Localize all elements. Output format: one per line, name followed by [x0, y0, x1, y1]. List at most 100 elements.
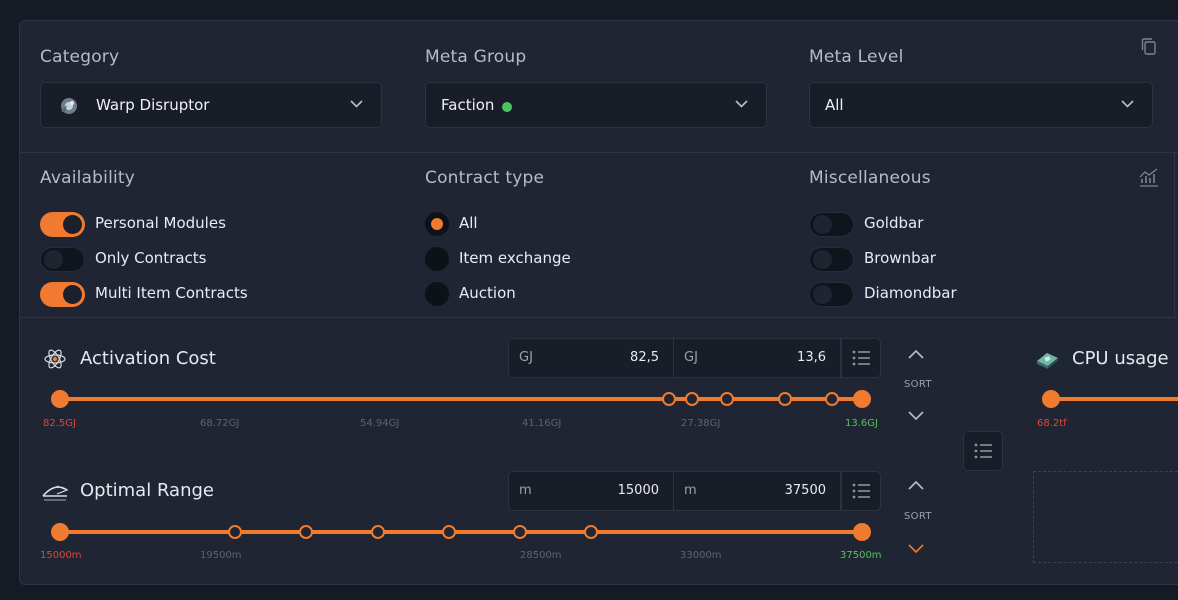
category-select[interactable]: Warp Disruptor: [40, 82, 382, 128]
max-value: 37500: [784, 483, 826, 498]
contract-item-exchange-radio[interactable]: [425, 247, 449, 271]
chart-icon[interactable]: [1138, 168, 1160, 188]
brownbar-label: Brownbar: [864, 249, 936, 267]
slider-marker: [778, 392, 792, 406]
only-contracts-label: Only Contracts: [95, 249, 207, 267]
tick-label: 13.6GJ: [845, 418, 878, 429]
personal-modules-toggle[interactable]: [40, 212, 85, 237]
meta-group-value: Faction: [441, 96, 495, 114]
activation-cost-title: Activation Cost: [80, 348, 216, 369]
sort-label: SORT: [904, 511, 932, 522]
cpu-usage-title: CPU usage: [1072, 348, 1169, 369]
multi-item-contracts-toggle[interactable]: [40, 282, 85, 307]
optimal-range-icon: [41, 480, 69, 502]
slider-marker: [720, 392, 734, 406]
slider-marker: [513, 525, 527, 539]
contract-auction-label: Auction: [459, 284, 516, 302]
status-dot-icon: [502, 102, 512, 112]
multi-item-contracts-label: Multi Item Contracts: [95, 284, 248, 302]
optimal-range-min-handle[interactable]: [51, 523, 69, 541]
tick-label: 19500m: [200, 550, 242, 561]
goldbar-toggle[interactable]: [809, 212, 854, 237]
slider-marker: [662, 392, 676, 406]
column-divider: [1174, 152, 1175, 317]
only-contracts-toggle[interactable]: [40, 247, 85, 272]
slider-marker: [299, 525, 313, 539]
unit-label: GJ: [684, 350, 698, 365]
activation-cost-min-input[interactable]: GJ 82,5: [508, 338, 674, 378]
tick-label: 27.38GJ: [681, 418, 721, 429]
slider-marker: [442, 525, 456, 539]
contract-auction-radio[interactable]: [425, 282, 449, 306]
copy-icon[interactable]: [1139, 37, 1159, 57]
contract-item-exchange-label: Item exchange: [459, 249, 571, 267]
diamondbar-label: Diamondbar: [864, 284, 957, 302]
tick-label: 37500m: [840, 550, 882, 561]
meta-level-value: All: [825, 96, 844, 114]
sort-down-icon[interactable]: [907, 410, 925, 422]
max-value: 13,6: [797, 350, 826, 365]
sort-down-icon[interactable]: [907, 543, 925, 555]
sort-up-icon[interactable]: [907, 479, 925, 491]
divider: [20, 317, 1178, 318]
list-button[interactable]: [963, 431, 1003, 471]
tick-label: 68.2tf: [1037, 418, 1067, 429]
unit-label: m: [684, 483, 697, 498]
min-value: 82,5: [630, 350, 659, 365]
tick-label: 28500m: [520, 550, 562, 561]
activation-cost-track: [60, 397, 862, 401]
tick-label: 15000m: [40, 550, 82, 561]
optimal-range-title: Optimal Range: [80, 480, 214, 501]
miscellaneous-label: Miscellaneous: [809, 168, 931, 188]
warp-disruptor-icon: [58, 95, 80, 117]
optimal-range-min-input[interactable]: m 15000: [508, 471, 674, 511]
cpu-usage-min-handle[interactable]: [1042, 390, 1060, 408]
divider: [20, 152, 1178, 153]
activation-cost-max-input[interactable]: GJ 13,6: [673, 338, 841, 378]
meta-group-label: Meta Group: [425, 47, 527, 67]
chevron-down-icon: [1121, 100, 1134, 108]
category-value: Warp Disruptor: [96, 96, 210, 114]
personal-modules-label: Personal Modules: [95, 214, 226, 232]
sort-up-icon[interactable]: [907, 348, 925, 360]
cpu-icon: [1034, 345, 1060, 371]
chevron-down-icon: [350, 100, 363, 108]
optimal-range-max-handle[interactable]: [853, 523, 871, 541]
activation-cost-min-handle[interactable]: [51, 390, 69, 408]
meta-group-select[interactable]: Faction: [425, 82, 767, 128]
optimal-range-max-input[interactable]: m 37500: [673, 471, 841, 511]
tick-label: 82.5GJ: [43, 418, 76, 429]
tick-label: 68.72GJ: [200, 418, 240, 429]
min-value: 15000: [617, 483, 659, 498]
tick-label: 54.94GJ: [360, 418, 400, 429]
slider-marker: [371, 525, 385, 539]
brownbar-toggle[interactable]: [809, 247, 854, 272]
slider-marker: [228, 525, 242, 539]
activation-cost-max-handle[interactable]: [853, 390, 871, 408]
cpu-usage-track: [1051, 397, 1178, 401]
unit-label: m: [519, 483, 532, 498]
availability-label: Availability: [40, 168, 136, 188]
contract-all-label: All: [459, 214, 478, 232]
meta-level-select[interactable]: All: [809, 82, 1153, 128]
activation-cost-icon: [43, 347, 67, 371]
contract-all-radio[interactable]: [425, 212, 449, 236]
contract-type-label: Contract type: [425, 168, 545, 188]
filter-panel: Category Warp Disruptor Meta Group Facti…: [19, 20, 1178, 585]
meta-level-label: Meta Level: [809, 47, 904, 67]
diamondbar-toggle[interactable]: [809, 282, 854, 307]
category-label: Category: [40, 47, 120, 67]
tick-label: 41.16GJ: [522, 418, 562, 429]
placeholder-box: [1033, 471, 1178, 563]
list-button[interactable]: [841, 338, 881, 378]
slider-marker: [584, 525, 598, 539]
list-button[interactable]: [841, 471, 881, 511]
chevron-down-icon: [735, 100, 748, 108]
goldbar-label: Goldbar: [864, 214, 924, 232]
slider-marker: [825, 392, 839, 406]
sort-label: SORT: [904, 379, 932, 390]
slider-marker: [685, 392, 699, 406]
tick-label: 33000m: [680, 550, 722, 561]
optimal-range-track: [60, 530, 862, 534]
unit-label: GJ: [519, 350, 533, 365]
